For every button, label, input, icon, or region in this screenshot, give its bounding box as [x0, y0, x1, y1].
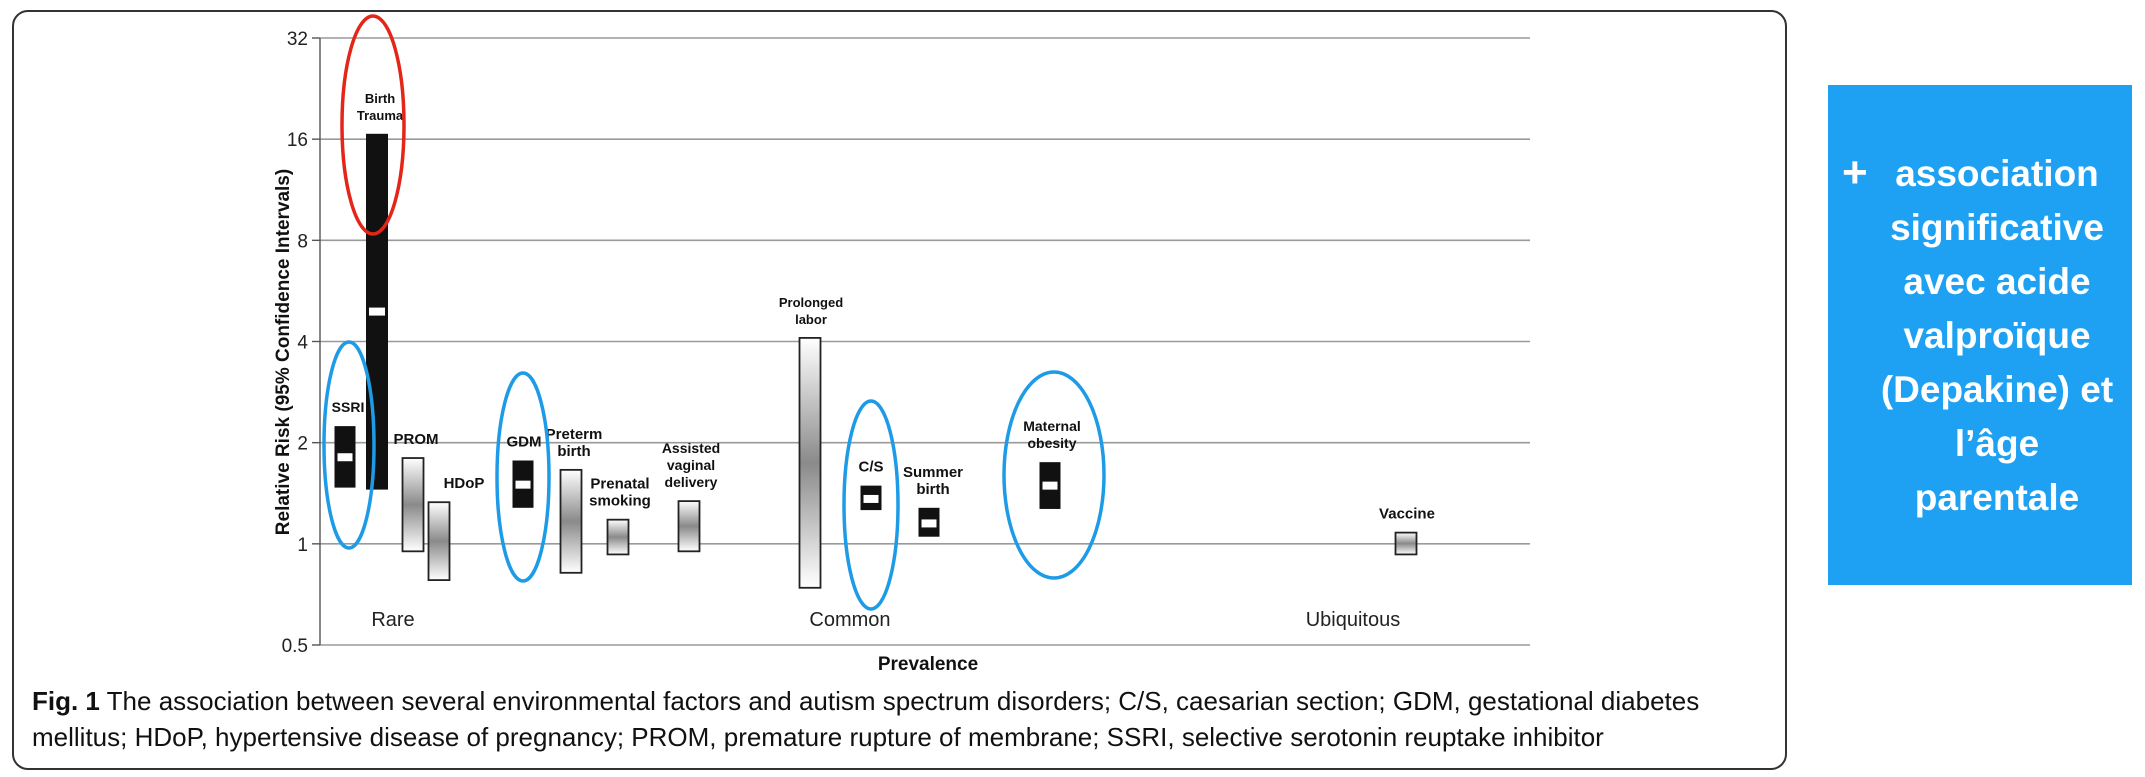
- plus-icon: +: [1842, 148, 1868, 197]
- marker-summer-birth: [921, 519, 937, 528]
- factor-label-prenatal-smoking: Prenatal smoking: [589, 476, 651, 510]
- factor-label-prolonged-labor: Prolonged labor: [779, 295, 843, 327]
- y-tick-label: 4: [297, 333, 308, 354]
- bar-prolonged-labor: [798, 336, 822, 589]
- factor-label-prom: PROM: [394, 431, 439, 448]
- factor-label-summer-birth: Summer birth: [903, 464, 963, 498]
- prevalence-label-ubiquitous: Ubiquitous: [1306, 609, 1401, 631]
- y-tick-label: 1: [297, 535, 308, 556]
- marker-ssri: [337, 453, 353, 462]
- highlight-c-s: [842, 399, 900, 611]
- bar-prom: [401, 457, 425, 553]
- side-note-text: association significative avec acide val…: [1880, 153, 2114, 518]
- y-tick-label: 2: [297, 434, 308, 455]
- highlight-maternal-obesity: [1002, 370, 1106, 580]
- marker-gdm: [515, 480, 531, 489]
- highlight-ssri: [322, 340, 376, 550]
- caption-text: The association between several environm…: [32, 686, 1700, 752]
- y-tick-label: 8: [297, 231, 308, 252]
- factor-label-preterm-birth: Preterm birth: [546, 426, 603, 460]
- y-tick-label: 0.5: [282, 636, 308, 657]
- factor-label-hdop: HDoP: [444, 475, 485, 492]
- factor-label-maternal-obesity: Maternal obesity: [1023, 418, 1081, 451]
- factor-label-c-s: C/S: [858, 459, 883, 476]
- factor-label-birth-trauma: Birth Trauma: [357, 91, 404, 123]
- factor-label-vaccine: Vaccine: [1379, 506, 1435, 523]
- prevalence-label-rare: Rare: [371, 609, 414, 631]
- side-note-box: + association significative avec acide v…: [1828, 85, 2132, 585]
- bar-vaccine: [1394, 531, 1418, 556]
- factor-label-assisted-vaginal-delivery: Assisted vaginal delivery: [662, 440, 720, 490]
- y-tick-label: 16: [287, 130, 308, 151]
- prevalence-label-common: Common: [809, 609, 890, 631]
- bar-hdop: [427, 501, 451, 581]
- x-axis-title: Prevalence: [878, 654, 978, 675]
- marker-birth-trauma: [369, 307, 385, 316]
- figure-caption: Fig. 1 The association between several e…: [32, 683, 1762, 755]
- bar-assisted-vaginal-delivery: [677, 500, 701, 553]
- y-axis-title: Relative Risk (95% Confidence Intervals): [273, 169, 294, 535]
- factor-label-gdm: GDM: [507, 433, 542, 450]
- bar-preterm-birth: [559, 468, 583, 574]
- figure-frame: [12, 10, 1787, 770]
- y-tick-label: 32: [287, 29, 308, 50]
- marker-c-s: [863, 494, 879, 503]
- bar-prenatal-smoking: [606, 518, 630, 556]
- caption-label: Fig. 1: [32, 686, 100, 716]
- marker-maternal-obesity: [1042, 481, 1058, 490]
- factor-label-ssri: SSRI: [332, 399, 365, 415]
- highlight-gdm: [495, 371, 551, 583]
- highlight-birth-trauma: [340, 14, 406, 236]
